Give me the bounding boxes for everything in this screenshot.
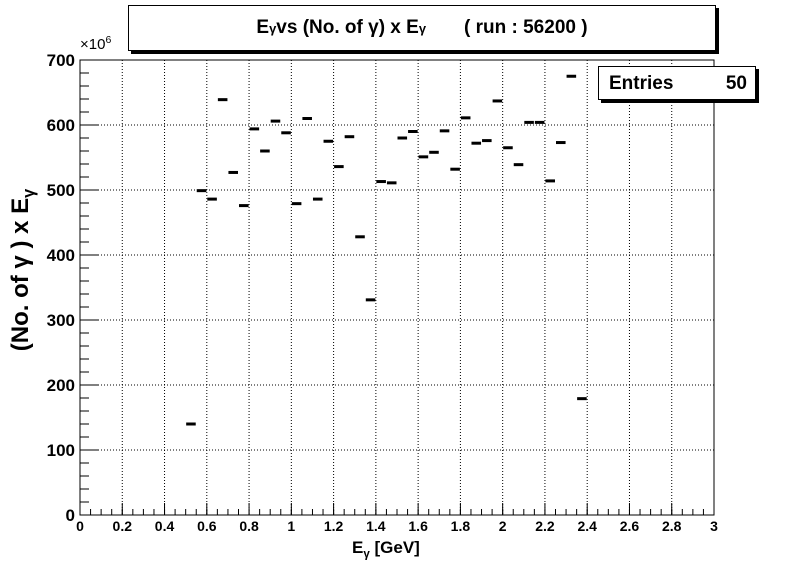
plot-frame [79,59,715,516]
x-tick-label: 2.4 [577,518,597,534]
title-main-subscript: γ [269,20,277,36]
x-axis-label: Eγ [GeV] [352,538,420,561]
x-tick-label: 0.4 [155,518,175,534]
data-markers [186,74,587,426]
x-tick-label: 0 [76,518,84,534]
y-axis-label: (No. of γ ) x Eγ [7,188,38,352]
x-tick-label: 2 [499,518,507,534]
title-rest: vs (No. of γ) x E [276,17,419,38]
grid-lines [80,60,714,515]
x-tick-label: 1 [287,518,295,534]
x-tick-label: 0.8 [239,518,259,534]
y-tick-label: 200 [47,376,75,395]
title-run: ( run : 56200 ) [464,17,588,38]
x-tick-label: 2.2 [535,518,555,534]
x-tick-label: 2.8 [662,518,682,534]
title-main: E [256,17,270,38]
x-tick-label: 1.2 [324,518,344,534]
y-tick-label: 0 [66,506,75,525]
axis-ticks [79,59,715,516]
x-tick-label: 1.4 [366,518,386,534]
y-tick-label: 500 [47,181,75,200]
x-tick-label: 0.6 [197,518,217,534]
x-tick-label: 0.2 [113,518,133,534]
stats-entries-label: Entries [609,73,674,94]
x-tick-label: 2.6 [620,518,640,534]
y-tick-label: 100 [47,441,75,460]
y-tick-label: 400 [47,246,75,265]
y-tick-label: 600 [47,116,75,135]
title-rest-subscript: γ [418,20,427,36]
x-tick-label: 1.6 [408,518,428,534]
y-axis-label-wrap: (No. of γ ) x Eγ [3,60,43,480]
x-tick-label: 3 [710,518,718,534]
stats-box: Entries 50 [598,66,756,100]
y-tick-label: 300 [47,311,75,330]
x-tick-label: 1.8 [451,518,471,534]
y-tick-label: 700 [47,51,75,70]
stats-entries-value: 50 [725,73,747,94]
axis-tick-labels: 0 0.2 0.4 0.6 0.8 1 1.2 1.4 1.6 1.8 2 2.2 2.4 2.6 2.8 3… [47,51,718,534]
y-axis-multiplier: ×106 [80,34,112,53]
